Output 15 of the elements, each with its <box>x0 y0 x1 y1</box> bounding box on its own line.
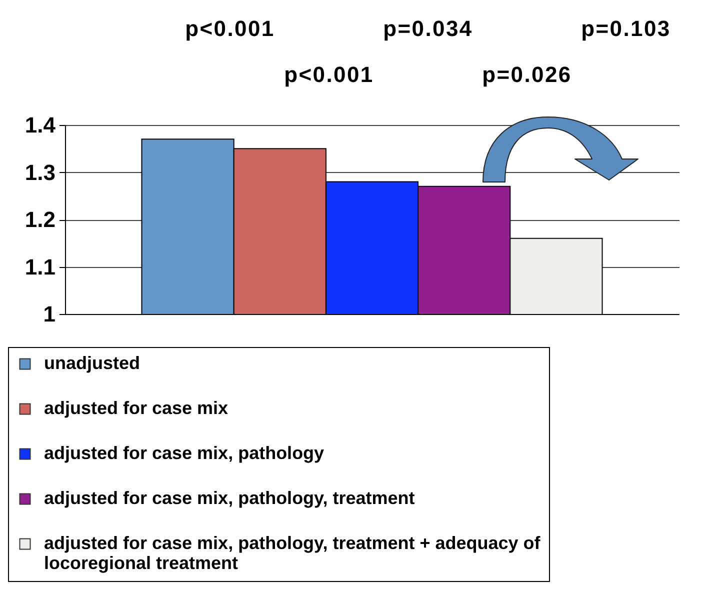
legend-label: adjusted for case mix, pathology, treatment <box>44 488 415 508</box>
legend-label: adjusted for case mix <box>44 398 228 418</box>
legend-label: adjusted for case mix, pathology, treatment + adequacy of locoregional treatment <box>44 533 542 573</box>
text: p<0.001 <box>284 62 374 88</box>
y-tick-label: 1.1 <box>24 254 56 280</box>
y-tick-label: 1.3 <box>24 160 56 185</box>
text: p=0.034 <box>383 16 473 42</box>
text: p<0.001 <box>185 16 275 42</box>
legend-label: unadjusted <box>44 353 140 373</box>
y-tick-label: 1.4 <box>24 112 56 138</box>
y-tick-label: 1.2 <box>24 207 56 232</box>
text: p=0.026 <box>482 62 572 88</box>
text: p=0.103 <box>581 16 671 42</box>
legend-label: adjusted for case mix, pathology <box>44 443 324 463</box>
y-tick-label: 1 <box>43 302 56 326</box>
